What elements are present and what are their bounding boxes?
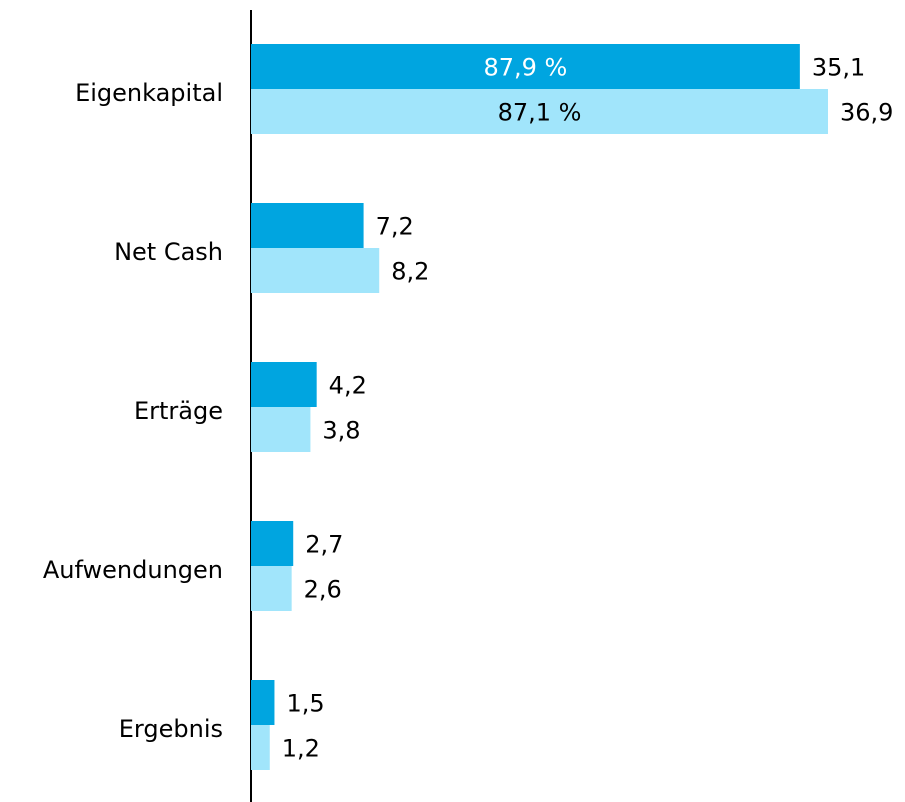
category-label: Aufwendungen — [43, 556, 223, 584]
bar — [251, 407, 311, 452]
bar — [251, 362, 317, 407]
value-label: 3,8 — [322, 417, 360, 445]
category-label: Eigenkapital — [75, 79, 223, 107]
bar — [251, 521, 294, 566]
inner-label: 87,9 % — [483, 54, 567, 82]
value-label: 1,5 — [286, 690, 324, 718]
value-label: 35,1 — [812, 54, 865, 82]
category-label: Erträge — [134, 397, 223, 425]
value-label: 2,7 — [305, 531, 343, 559]
category-label: Ergebnis — [119, 715, 223, 743]
bar — [251, 566, 292, 611]
bar — [251, 248, 380, 293]
bar — [251, 725, 270, 770]
bar — [251, 203, 364, 248]
value-label: 7,2 — [376, 213, 414, 241]
value-label: 2,6 — [304, 576, 342, 604]
value-label: 4,2 — [329, 372, 367, 400]
value-label: 8,2 — [391, 258, 429, 286]
inner-label: 87,1 % — [498, 99, 582, 127]
value-label: 1,2 — [282, 735, 320, 763]
bar — [251, 44, 800, 89]
bar — [251, 680, 275, 725]
category-label: Net Cash — [114, 238, 223, 266]
value-label: 36,9 — [840, 99, 893, 127]
bar — [251, 89, 828, 134]
